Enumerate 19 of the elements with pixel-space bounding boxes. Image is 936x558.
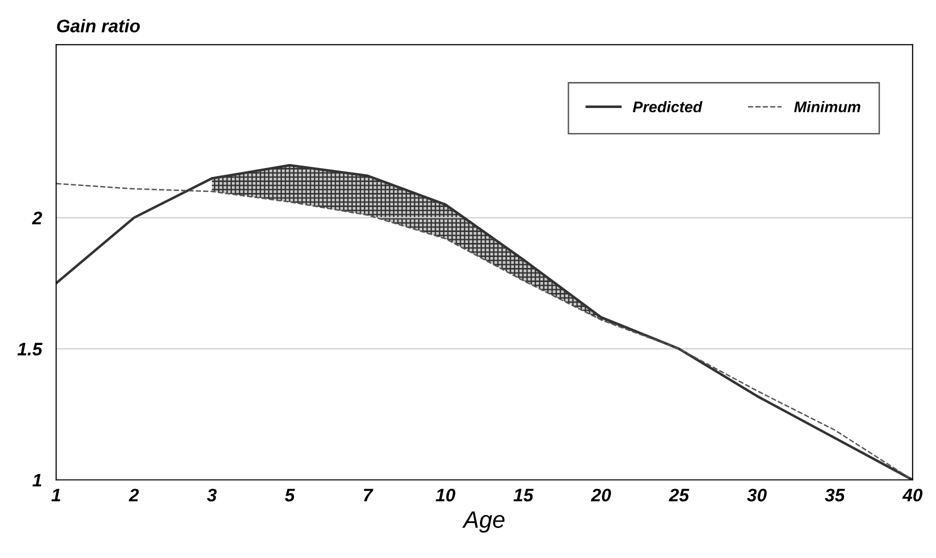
x-tick-label: 25 <box>668 488 690 502</box>
y-axis-title: Gain ratio <box>57 19 140 32</box>
x-tick-label: 1 <box>51 488 60 502</box>
x-tick-label: 20 <box>590 488 612 502</box>
legend-label: Predicted <box>632 101 702 112</box>
x-tick-label: 5 <box>284 488 295 502</box>
x-tick-label: 10 <box>436 488 456 502</box>
x-tick-label: 7 <box>364 488 374 502</box>
y-tick-label: 1.5 <box>17 342 42 356</box>
x-tick-label: 30 <box>746 488 767 502</box>
x-tick-label: 35 <box>824 488 845 502</box>
x-tick-label: 3 <box>206 488 217 502</box>
x-axis-title: Age <box>462 511 505 533</box>
x-tick-label: 2 <box>128 488 139 502</box>
legend-label: Minimum <box>794 101 860 112</box>
y-tick-label: 1 <box>32 474 42 486</box>
x-tick-label: 15 <box>514 488 534 502</box>
x-tick-label: 40 <box>902 488 922 502</box>
y-tick-label: 2 <box>32 212 42 224</box>
